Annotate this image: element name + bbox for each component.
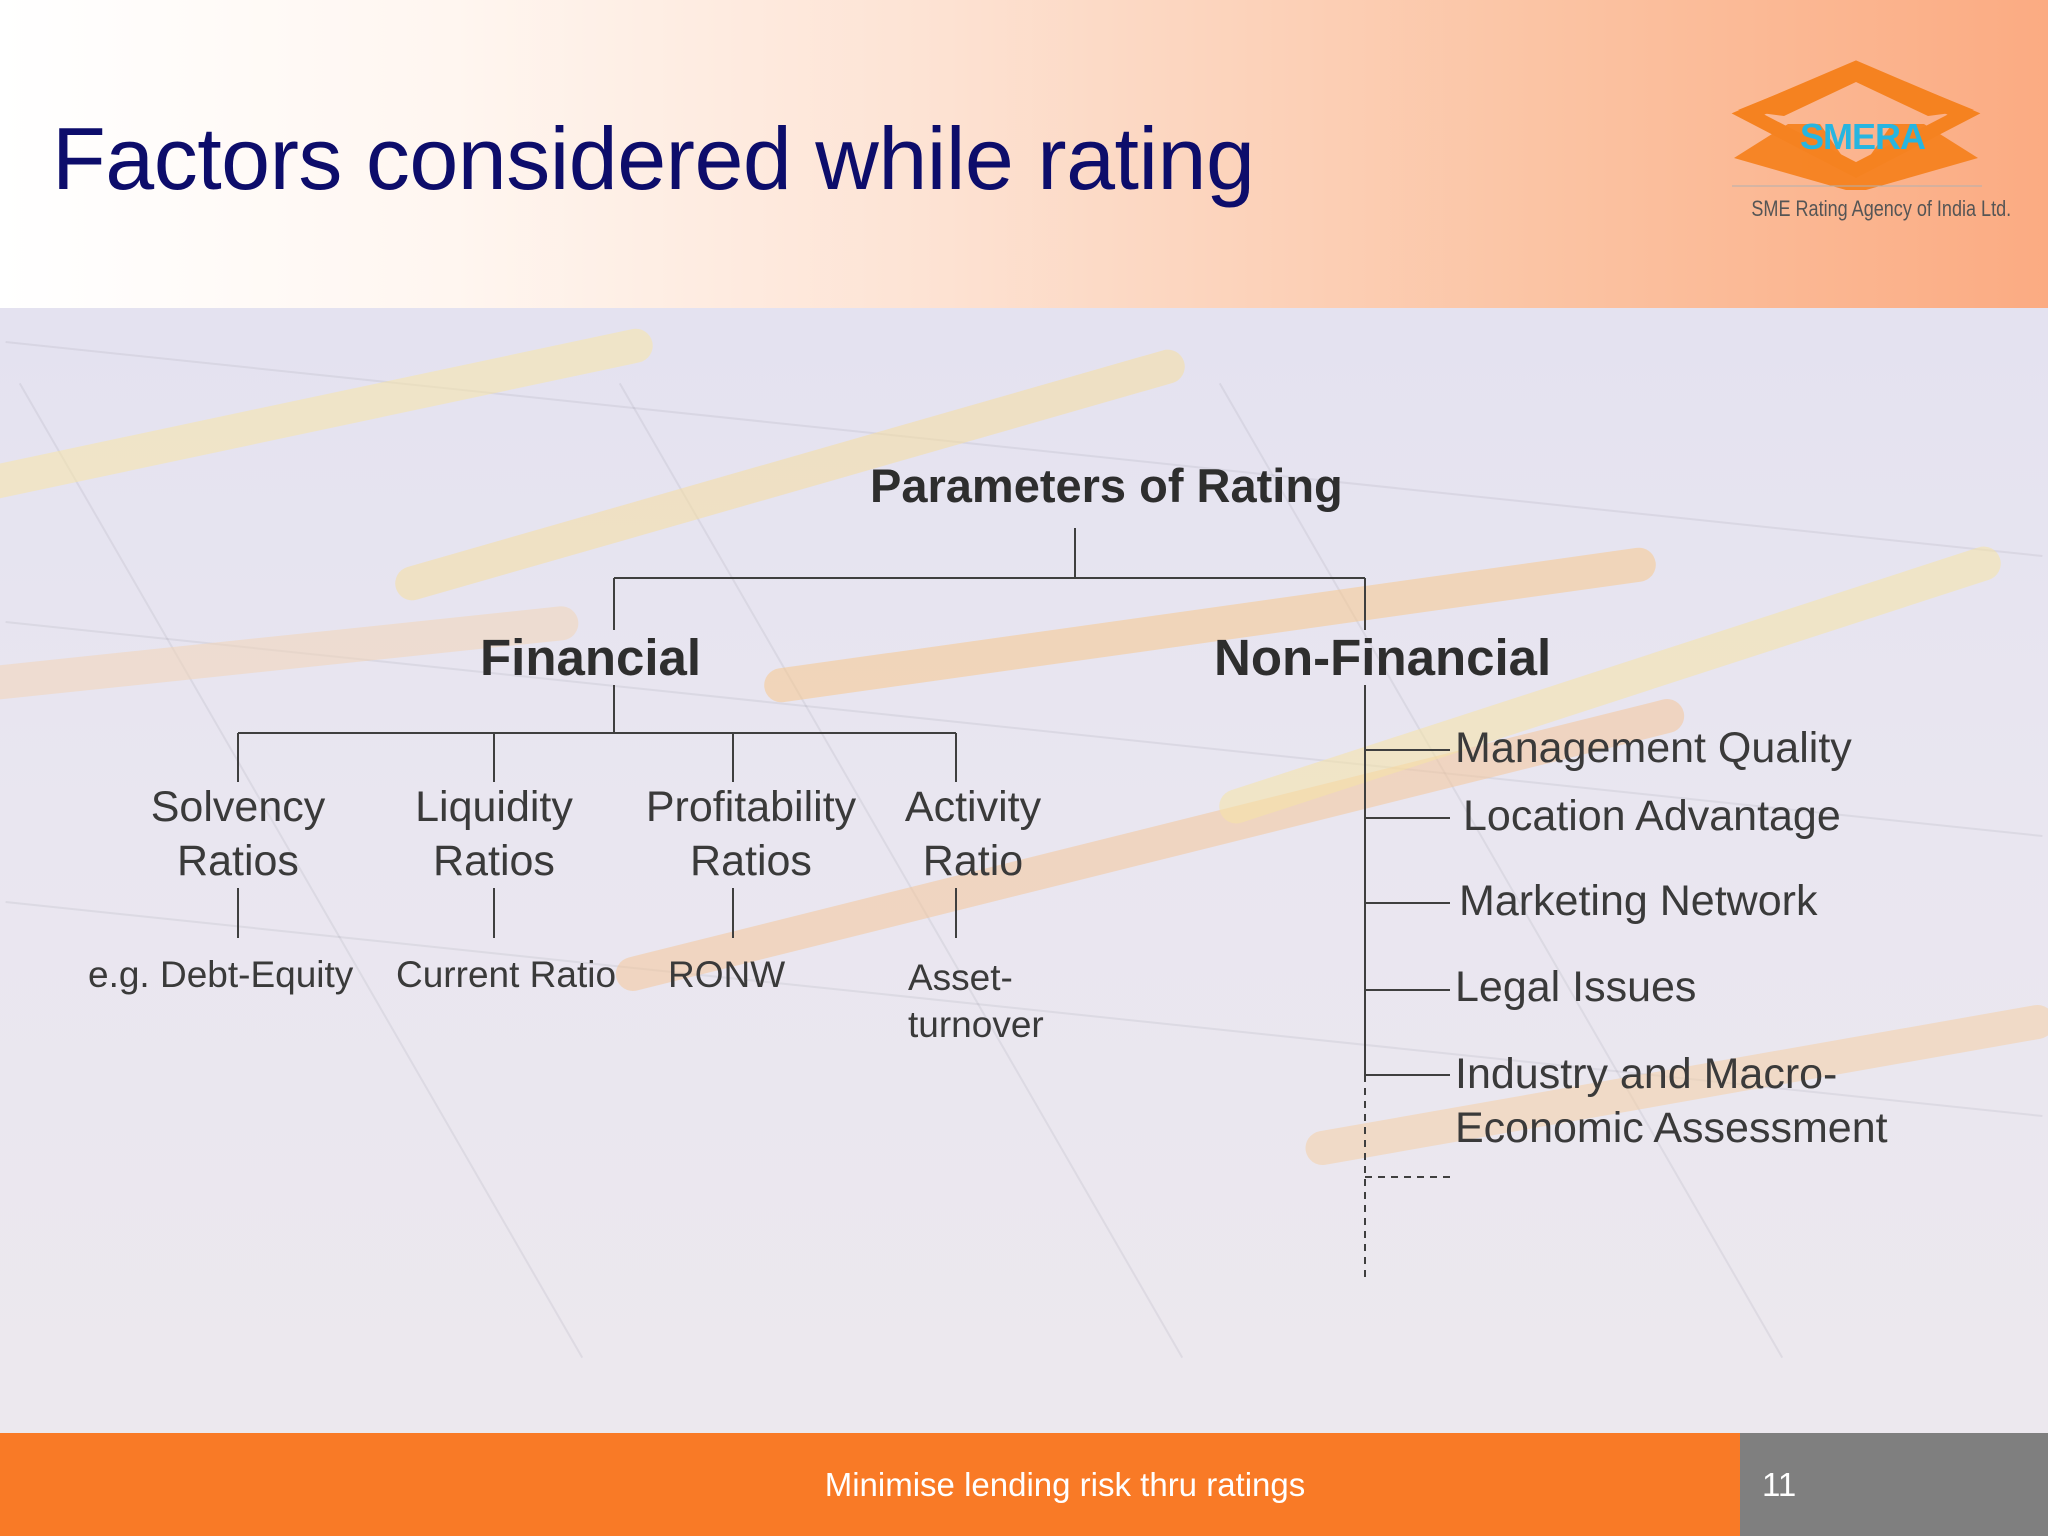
industry-line1: Industry and Macro- (1455, 1050, 1838, 1098)
solvency-line2: Ratios (177, 837, 299, 885)
industry-line2: Economic Assessment (1455, 1104, 1888, 1152)
node-solvency-ratios: Solvency Ratios (128, 780, 348, 888)
item-industry-macro-economic: Industry and Macro- Economic Assessment (1455, 1047, 1888, 1155)
smera-logo: SMERA SME Rating Agency of India Ltd. (1728, 58, 2011, 238)
liquidity-line1: Liquidity (415, 783, 573, 831)
node-non-financial: Non-Financial (1214, 629, 1552, 686)
logo-brand-text: SMERA (1800, 116, 1926, 157)
background-image (0, 308, 2048, 1433)
item-marketing-network: Marketing Network (1459, 877, 1818, 925)
node-activity-ratio: Activity Ratio (873, 780, 1073, 888)
example-asset-turnover: Asset- turnover (908, 954, 1044, 1048)
footer-tagline: Minimise lending risk thru ratings (824, 1466, 1306, 1503)
asset-turnover-line2: turnover (908, 1004, 1044, 1045)
item-management-quality: Management Quality (1455, 724, 1852, 772)
example-current-ratio: Current Ratio (396, 954, 617, 995)
activity-line1: Activity (904, 783, 1042, 831)
node-profitability-ratios: Profitability Ratios (631, 780, 871, 888)
rating-tree-connectors (237, 528, 1450, 1278)
solvency-line1: Solvency (150, 783, 326, 831)
item-location-advantage: Location Advantage (1463, 792, 1841, 840)
item-legal-issues: Legal Issues (1455, 963, 1697, 1011)
footer-bar: Minimise lending risk thru ratings (0, 1433, 1740, 1536)
asset-turnover-line1: Asset- (908, 957, 1013, 998)
node-liquidity-ratios: Liquidity Ratios (384, 780, 604, 888)
page-number-box: 11 (1740, 1433, 2048, 1536)
node-financial: Financial (480, 629, 702, 686)
example-ronw: RONW (668, 954, 786, 995)
smera-diamond-icon (1731, 60, 1982, 190)
slide-header: Factors considered while rating SMERA SM… (0, 0, 2048, 308)
slide-title: Factors considered while rating (52, 109, 1255, 208)
activity-line2: Ratio (922, 837, 1024, 885)
profitability-line1: Profitability (645, 783, 857, 831)
profitability-line2: Ratios (690, 837, 812, 885)
liquidity-line2: Ratios (433, 837, 555, 885)
example-debt-equity: e.g. Debt-Equity (88, 954, 354, 995)
root-node-parameters: Parameters of Rating (870, 459, 1343, 512)
page-number: 11 (1762, 1466, 1797, 1503)
